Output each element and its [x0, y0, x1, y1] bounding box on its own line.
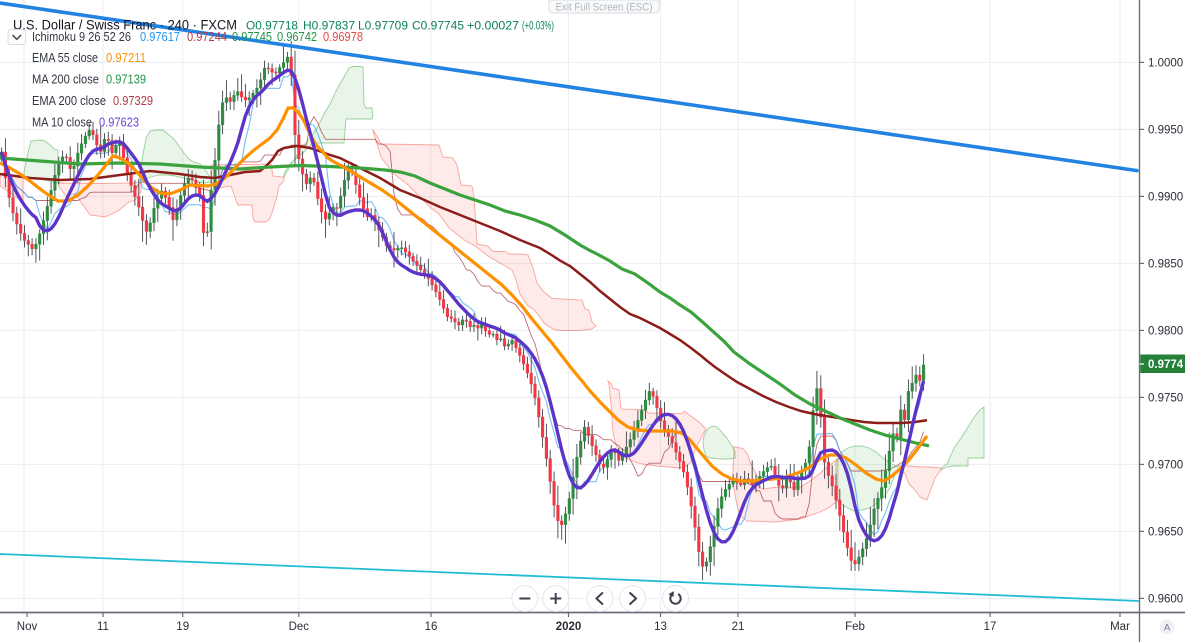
- svg-text:0.9774: 0.9774: [1148, 359, 1184, 371]
- svg-text:0.96978: 0.96978: [323, 30, 363, 44]
- svg-text:(+0.03%): (+0.03%): [522, 19, 554, 33]
- svg-text:17: 17: [984, 621, 997, 633]
- svg-text:MA 200 close: MA 200 close: [32, 73, 99, 87]
- svg-text:H0.97837: H0.97837: [303, 19, 355, 33]
- svg-text:0.9950: 0.9950: [1148, 124, 1183, 136]
- svg-text:0.9650: 0.9650: [1148, 526, 1183, 538]
- svg-text:0.9700: 0.9700: [1148, 459, 1183, 471]
- svg-text:+0.00027: +0.00027: [467, 19, 519, 33]
- svg-text:0.97329: 0.97329: [113, 94, 153, 108]
- svg-text:0.97623: 0.97623: [99, 116, 139, 130]
- svg-text:21: 21: [732, 621, 745, 633]
- svg-text:Nov: Nov: [17, 621, 38, 633]
- svg-text:0.9900: 0.9900: [1148, 191, 1183, 203]
- svg-text:EMA 55 close: EMA 55 close: [32, 51, 98, 65]
- svg-text:Exit Full Screen (ESC): Exit Full Screen (ESC): [556, 1, 653, 13]
- svg-text:A: A: [1164, 623, 1171, 634]
- svg-text:11: 11: [97, 621, 109, 633]
- svg-text:0.9600: 0.9600: [1148, 593, 1183, 605]
- svg-text:0.97745: 0.97745: [232, 30, 272, 44]
- svg-text:EMA 200 close: EMA 200 close: [32, 94, 106, 108]
- svg-text:Mar: Mar: [1110, 621, 1130, 633]
- svg-text:0.9750: 0.9750: [1148, 392, 1183, 404]
- svg-text:2020: 2020: [556, 621, 582, 633]
- svg-text:Dec: Dec: [289, 621, 310, 633]
- svg-text:C0.97745: C0.97745: [412, 19, 464, 33]
- svg-text:16: 16: [425, 621, 438, 633]
- svg-text:0.9800: 0.9800: [1148, 325, 1183, 337]
- svg-text:Feb: Feb: [845, 621, 865, 633]
- svg-text:0.97139: 0.97139: [106, 73, 146, 87]
- svg-text:0.96742: 0.96742: [277, 30, 317, 44]
- svg-text:0.97617: 0.97617: [140, 30, 180, 44]
- svg-text:13: 13: [654, 621, 667, 633]
- svg-text:1.0000: 1.0000: [1148, 57, 1183, 69]
- svg-text:0.9850: 0.9850: [1148, 258, 1183, 270]
- svg-text:0.97211: 0.97211: [106, 51, 146, 65]
- svg-text:L0.97709: L0.97709: [358, 19, 408, 33]
- svg-text:19: 19: [176, 621, 189, 633]
- svg-text:O0.97718: O0.97718: [246, 19, 298, 33]
- svg-text:Ichimoku 9 26 52 26: Ichimoku 9 26 52 26: [32, 30, 131, 44]
- svg-text:0.97244: 0.97244: [187, 30, 227, 44]
- svg-text:MA 10 close: MA 10 close: [32, 116, 92, 130]
- svg-text:U.S. Dollar / Swiss Franc · 24: U.S. Dollar / Swiss Franc · 240 · FXCM: [13, 18, 237, 33]
